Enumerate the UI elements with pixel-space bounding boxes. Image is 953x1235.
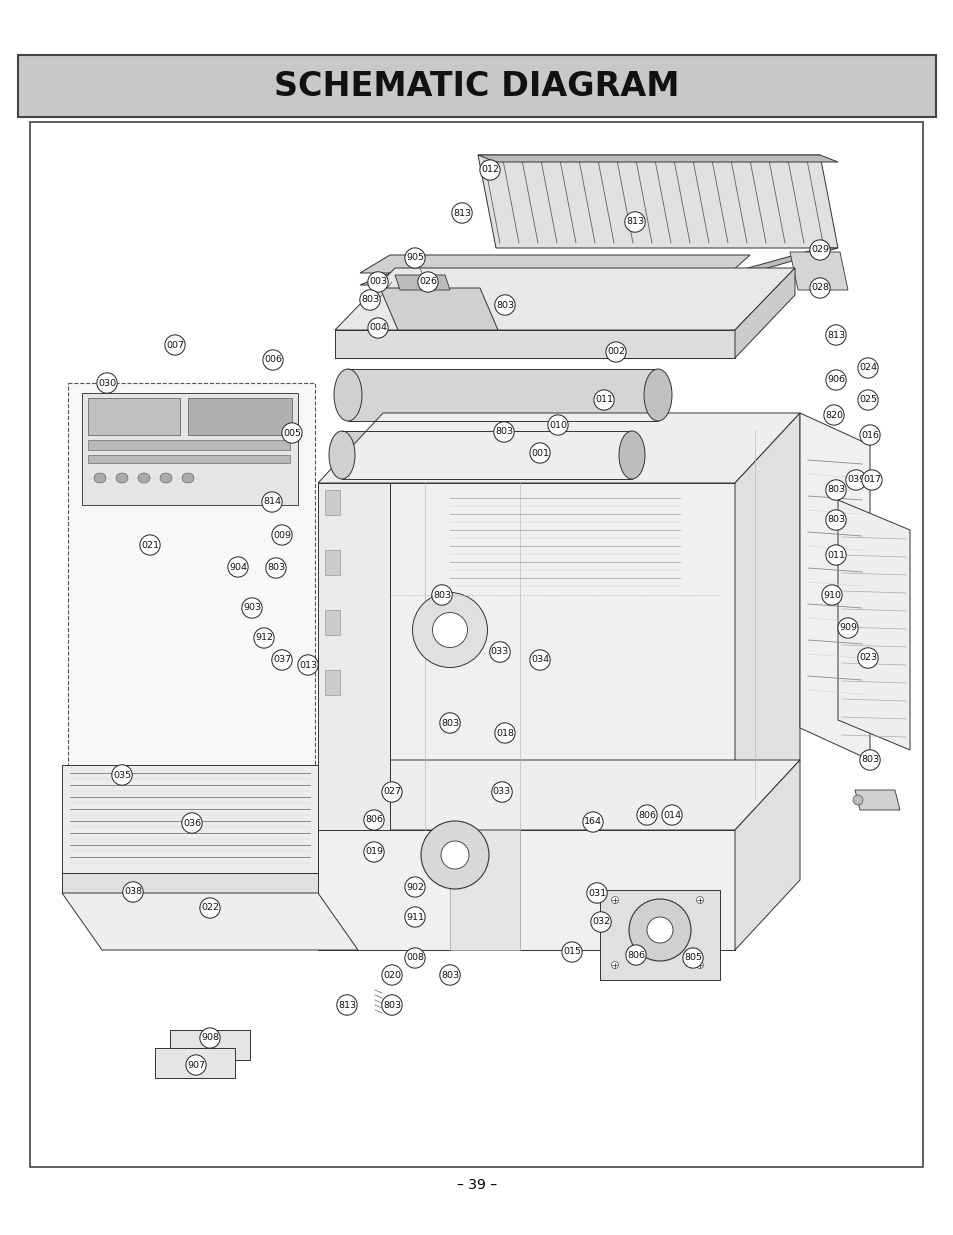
Polygon shape — [170, 1030, 250, 1060]
Text: 014: 014 — [662, 810, 680, 820]
Text: 031: 031 — [587, 888, 605, 898]
Text: 803: 803 — [433, 590, 451, 599]
Polygon shape — [88, 440, 290, 450]
Text: 803: 803 — [360, 295, 378, 305]
Ellipse shape — [432, 613, 467, 647]
Polygon shape — [317, 760, 800, 830]
Polygon shape — [325, 490, 339, 515]
Text: 019: 019 — [365, 847, 382, 857]
Text: 820: 820 — [824, 410, 842, 420]
Text: 005: 005 — [283, 429, 301, 437]
Ellipse shape — [94, 473, 106, 483]
Polygon shape — [62, 764, 317, 873]
Polygon shape — [450, 830, 519, 950]
Text: 009: 009 — [273, 531, 291, 540]
Text: 908: 908 — [201, 1034, 219, 1042]
Polygon shape — [68, 383, 314, 858]
Ellipse shape — [420, 821, 489, 889]
Ellipse shape — [646, 918, 672, 944]
Ellipse shape — [643, 369, 671, 421]
Text: 012: 012 — [480, 165, 498, 174]
Text: 037: 037 — [273, 656, 291, 664]
FancyBboxPatch shape — [18, 56, 935, 117]
Ellipse shape — [611, 962, 618, 968]
Text: 011: 011 — [826, 551, 844, 559]
Ellipse shape — [412, 593, 487, 667]
Text: 803: 803 — [440, 971, 458, 979]
Text: SCHEMATIC DIAGRAM: SCHEMATIC DIAGRAM — [274, 70, 679, 104]
Text: 001: 001 — [531, 448, 548, 457]
Polygon shape — [359, 254, 749, 273]
Polygon shape — [317, 483, 390, 830]
Text: 803: 803 — [826, 485, 844, 494]
Ellipse shape — [852, 795, 862, 805]
Polygon shape — [62, 873, 317, 893]
Polygon shape — [789, 252, 847, 290]
Polygon shape — [395, 275, 450, 290]
Text: 028: 028 — [810, 284, 828, 293]
Text: 016: 016 — [861, 431, 878, 440]
Polygon shape — [188, 398, 292, 435]
Text: 911: 911 — [406, 913, 423, 921]
Text: 912: 912 — [254, 634, 273, 642]
Polygon shape — [317, 412, 800, 483]
Polygon shape — [837, 500, 909, 750]
Polygon shape — [477, 156, 837, 248]
Text: 022: 022 — [201, 904, 219, 913]
Text: 907: 907 — [187, 1061, 205, 1070]
Polygon shape — [88, 398, 180, 435]
Text: 803: 803 — [382, 1000, 400, 1009]
Text: 803: 803 — [826, 515, 844, 525]
Text: 018: 018 — [496, 729, 514, 737]
Text: 002: 002 — [606, 347, 624, 357]
Text: 025: 025 — [858, 395, 876, 405]
Text: 814: 814 — [263, 498, 281, 506]
Text: 803: 803 — [495, 427, 513, 436]
Polygon shape — [62, 893, 357, 950]
Polygon shape — [154, 1049, 234, 1078]
Polygon shape — [325, 610, 339, 635]
Text: 904: 904 — [229, 562, 247, 572]
Polygon shape — [317, 830, 734, 950]
Text: 034: 034 — [531, 656, 549, 664]
Text: 024: 024 — [858, 363, 876, 373]
Text: 008: 008 — [406, 953, 423, 962]
Text: 039: 039 — [846, 475, 864, 484]
Text: 803: 803 — [496, 300, 514, 310]
Polygon shape — [335, 268, 794, 330]
Polygon shape — [82, 393, 297, 505]
Ellipse shape — [160, 473, 172, 483]
Polygon shape — [800, 412, 869, 760]
Text: 903: 903 — [243, 604, 261, 613]
Text: 909: 909 — [838, 624, 856, 632]
Polygon shape — [477, 156, 837, 162]
Polygon shape — [335, 330, 734, 358]
Ellipse shape — [440, 841, 469, 869]
Text: 910: 910 — [822, 590, 841, 599]
Text: 007: 007 — [166, 341, 184, 350]
Text: 805: 805 — [683, 953, 701, 962]
Text: 905: 905 — [406, 253, 423, 263]
Text: 902: 902 — [406, 883, 423, 892]
Polygon shape — [317, 483, 734, 830]
Text: 803: 803 — [860, 756, 878, 764]
Ellipse shape — [138, 473, 150, 483]
Text: – 39 –: – 39 – — [456, 1178, 497, 1192]
Polygon shape — [317, 483, 390, 830]
Ellipse shape — [628, 899, 690, 961]
Polygon shape — [854, 790, 899, 810]
Polygon shape — [599, 890, 720, 981]
Text: 029: 029 — [810, 246, 828, 254]
FancyBboxPatch shape — [30, 122, 923, 1167]
Polygon shape — [325, 550, 339, 576]
Polygon shape — [325, 671, 339, 695]
Ellipse shape — [696, 962, 702, 968]
Polygon shape — [348, 369, 658, 421]
Ellipse shape — [696, 897, 702, 904]
Text: 030: 030 — [98, 378, 116, 388]
Text: 803: 803 — [440, 719, 458, 727]
Text: 035: 035 — [112, 771, 131, 779]
Polygon shape — [359, 273, 749, 285]
Text: 015: 015 — [562, 947, 580, 956]
